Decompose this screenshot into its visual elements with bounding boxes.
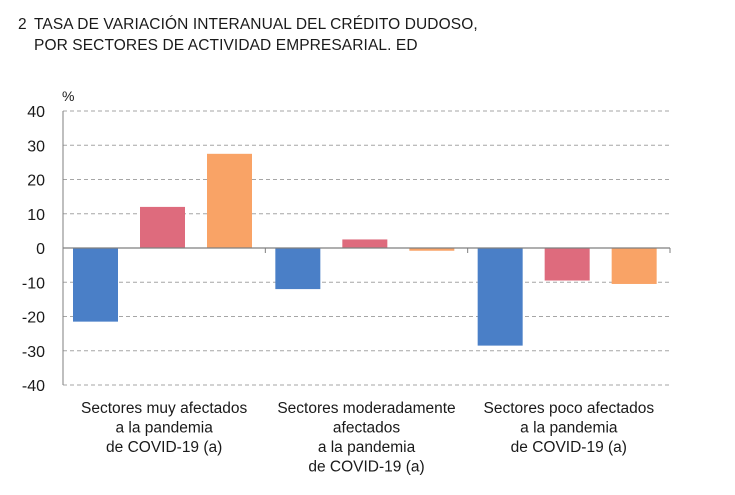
y-axis-unit: % — [62, 88, 74, 104]
category-label: a la pandemia — [520, 420, 618, 437]
category-label: de COVID-19 (a) — [511, 439, 627, 456]
category-label: Sectores muy afectados — [81, 400, 248, 417]
category-label: a la pandemia — [318, 439, 416, 456]
category-label: a la pandemia — [115, 420, 213, 437]
category-label: de COVID-19 (a) — [308, 459, 424, 476]
y-tick-label: 0 — [36, 241, 45, 258]
y-tick-label: -10 — [22, 275, 45, 292]
chart-number: 2 — [18, 16, 27, 33]
bar — [342, 239, 388, 248]
bar — [477, 248, 523, 346]
title-line-2: POR SECTORES DE ACTIVIDAD EMPRESARIAL. E… — [34, 37, 418, 54]
category-label: Sectores moderadamente — [277, 400, 455, 417]
category-label: afectados — [333, 420, 400, 437]
category-label: de COVID-19 (a) — [106, 439, 222, 456]
bar — [73, 248, 118, 322]
y-tick-label: -20 — [22, 310, 45, 327]
y-tick-label: -30 — [22, 344, 45, 361]
y-tick-label: 30 — [27, 138, 45, 155]
bar — [611, 248, 657, 284]
y-tick-label: -40 — [22, 378, 45, 395]
bar — [275, 248, 321, 290]
y-tick-label: 10 — [27, 207, 45, 224]
bar — [140, 206, 185, 248]
bar — [544, 248, 590, 281]
title-line-1: TASA DE VARIACIÓN INTERANUAL DEL CRÉDITO… — [34, 16, 478, 33]
y-tick-label: 40 — [27, 104, 45, 121]
bar — [207, 153, 252, 248]
y-tick-label: 20 — [27, 173, 45, 190]
category-label: Sectores poco afectados — [484, 400, 655, 417]
chart-title: 2 TASA DE VARIACIÓN INTERANUAL DEL CRÉDIT… — [18, 14, 478, 56]
bar — [409, 248, 455, 251]
